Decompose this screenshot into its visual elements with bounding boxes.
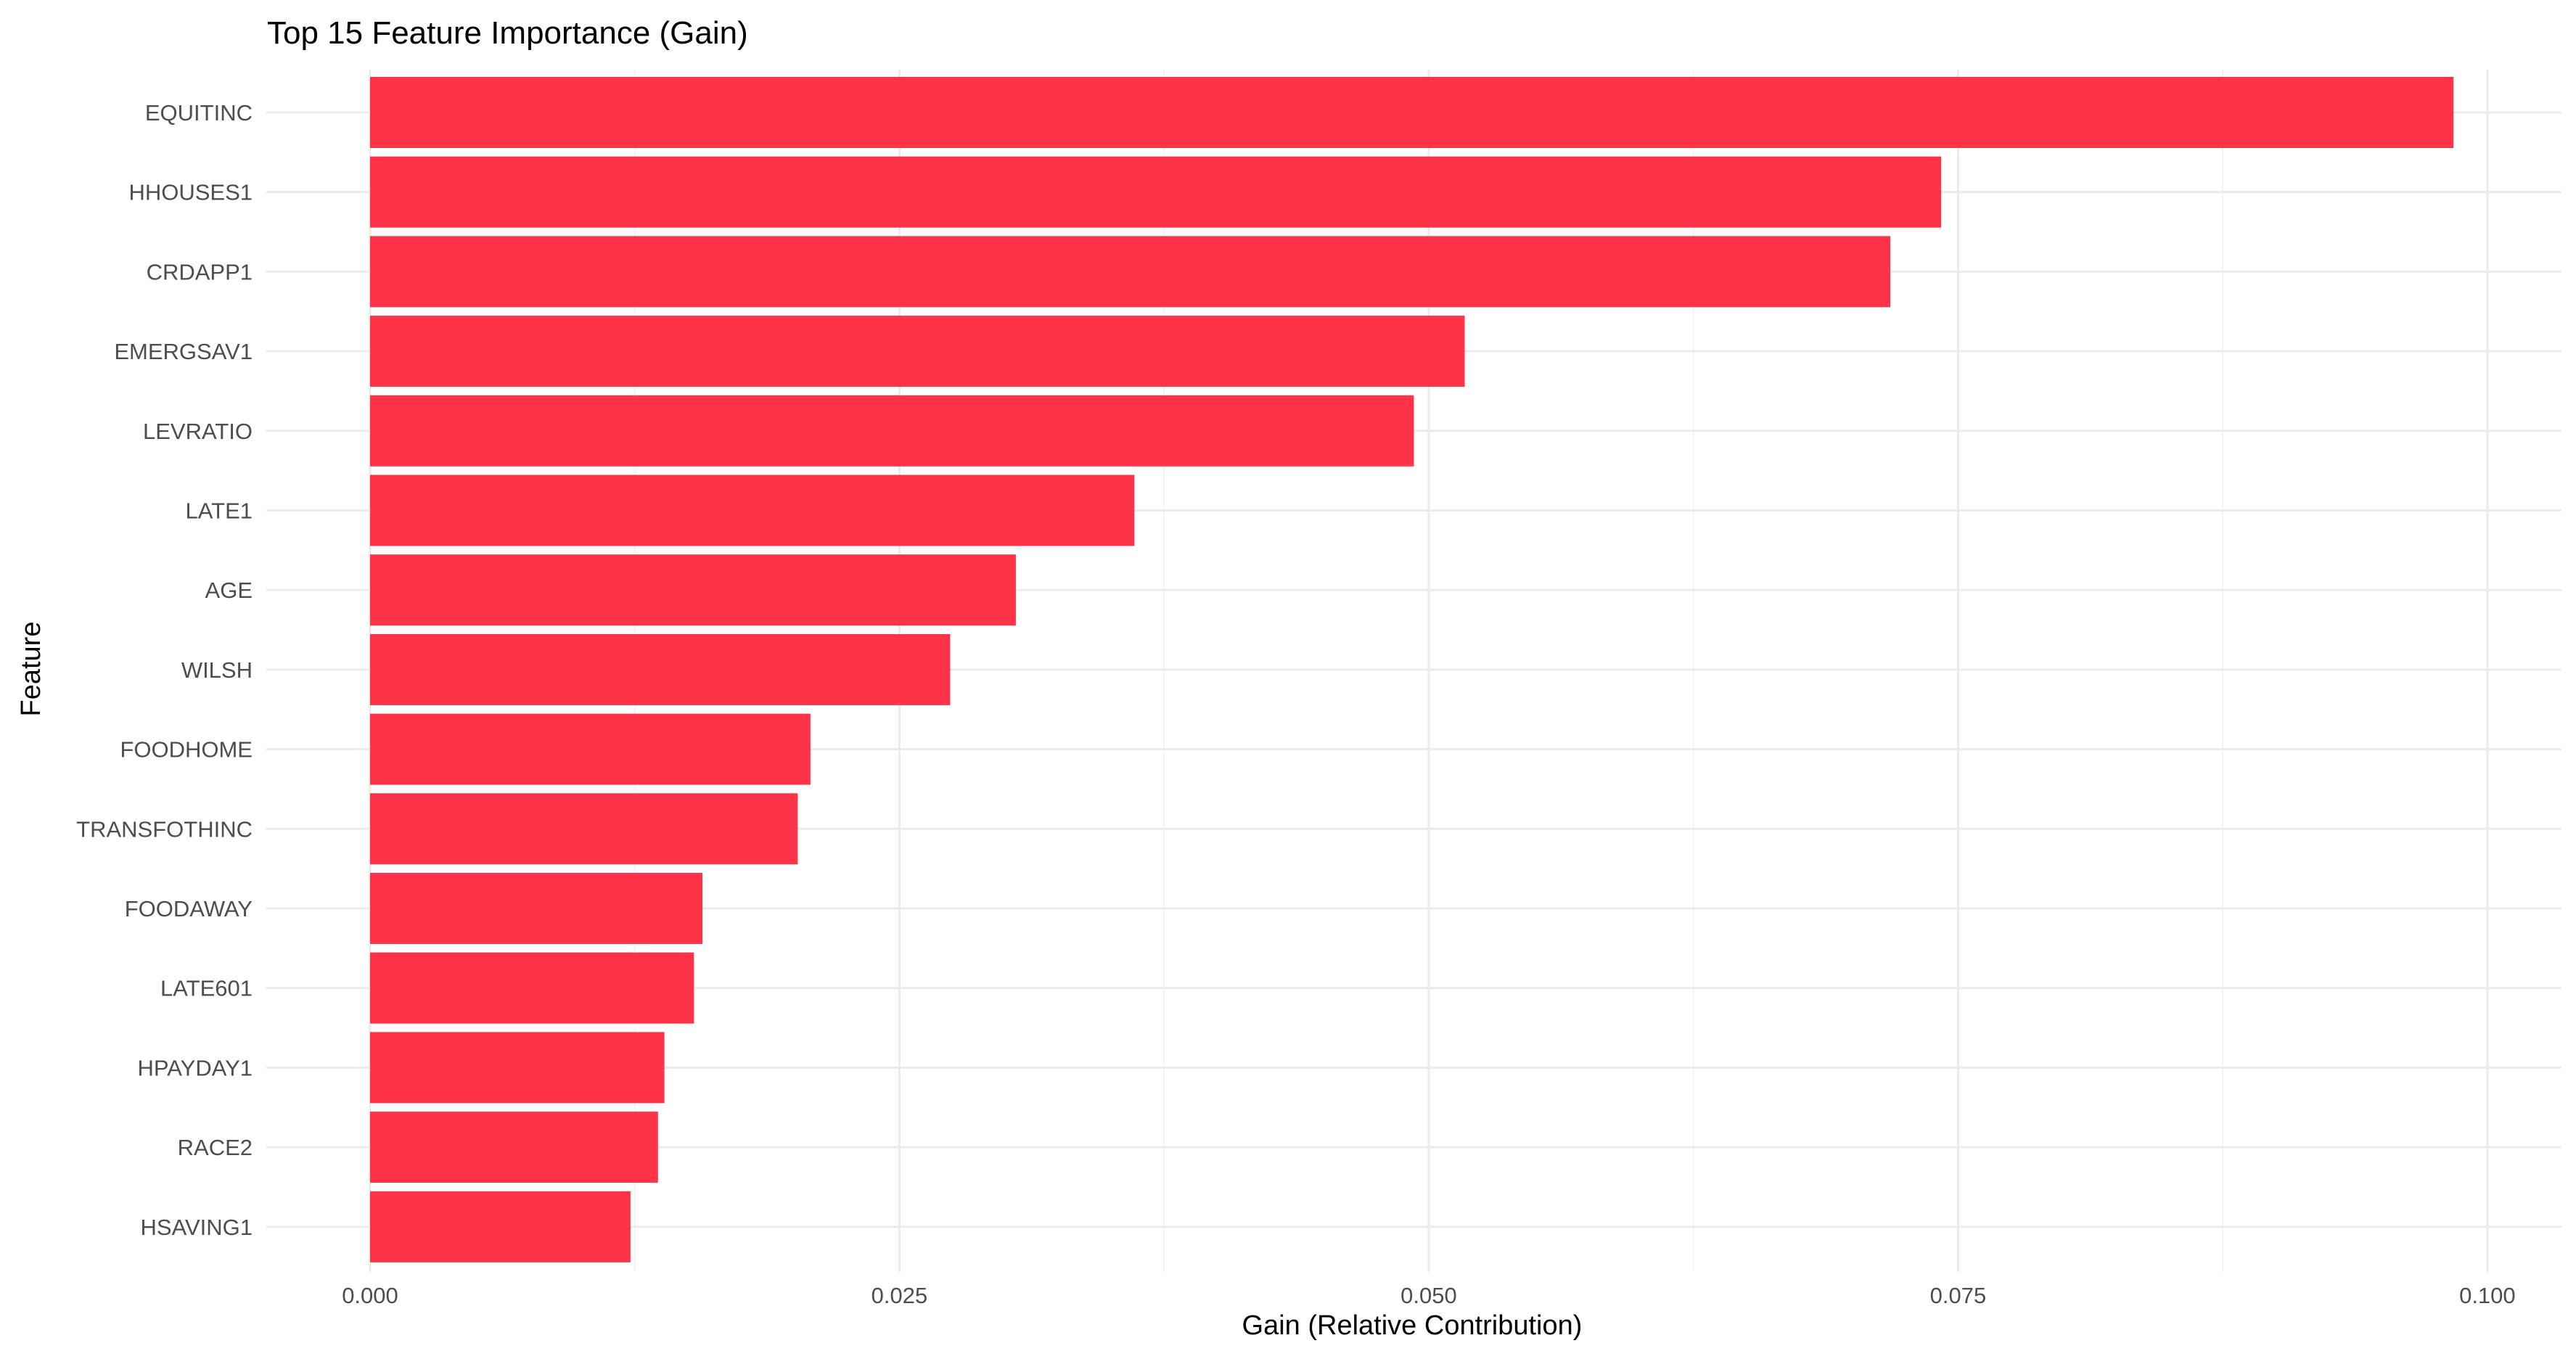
x-tick-label: 0.050 xyxy=(1400,1283,1457,1308)
y-tick-labels: EQUITINC HHOUSES1 CRDAPP1 EMERGSAV1 LEVRATIO… xyxy=(76,100,253,1240)
y-tick-label: HPAYDAY1 xyxy=(138,1055,253,1080)
x-tick-label: 0.025 xyxy=(871,1283,928,1308)
y-tick-label: WILSH xyxy=(181,657,253,683)
y-tick-label: EQUITINC xyxy=(145,100,253,126)
bar-foodaway xyxy=(369,873,703,944)
y-tick-label: HSAVING1 xyxy=(141,1215,253,1240)
bar-transfothinc xyxy=(369,793,798,865)
y-tick-label: LATE1 xyxy=(186,498,253,524)
bar-hsaving1 xyxy=(369,1191,631,1262)
bar-levratio xyxy=(369,395,1414,467)
y-tick-label: CRDAPP1 xyxy=(147,259,253,284)
bar-age xyxy=(369,554,1016,626)
bar-hpayday1 xyxy=(369,1032,665,1104)
x-tick-label: 0.075 xyxy=(1930,1283,1987,1308)
bar-hhouses1 xyxy=(369,156,1942,228)
y-axis-title: Feature xyxy=(16,622,46,717)
bar-race2 xyxy=(369,1112,658,1183)
x-tick-label: 0.100 xyxy=(2459,1283,2516,1308)
y-tick-label: FOODHOME xyxy=(120,737,253,763)
y-tick-label: LATE601 xyxy=(160,976,253,1001)
bar-wilsh xyxy=(369,633,951,705)
x-axis-title: Gain (Relative Contribution) xyxy=(1242,1310,1583,1341)
y-tick-label: FOODAWAY xyxy=(125,896,253,921)
y-tick-label: AGE xyxy=(205,578,253,603)
y-tick-label: LEVRATIO xyxy=(143,419,253,444)
bar-emergsav1 xyxy=(369,316,1465,387)
y-tick-label: HHOUSES1 xyxy=(128,180,253,205)
bar-late601 xyxy=(369,952,694,1024)
y-tick-label: EMERGSAV1 xyxy=(114,339,253,364)
y-tick-label: RACE2 xyxy=(178,1135,253,1160)
bar-foodhome xyxy=(369,713,811,785)
x-tick-label: 0.000 xyxy=(342,1283,398,1308)
x-tick-labels: 0.000 0.025 0.050 0.075 0.100 xyxy=(342,1283,2515,1308)
y-tick-label: TRANSFOTHINC xyxy=(76,816,253,842)
bar-late1 xyxy=(369,475,1135,546)
chart-title: Top 15 Feature Importance (Gain) xyxy=(267,15,748,51)
bars-layer xyxy=(369,77,2454,1262)
bar-equitinc xyxy=(369,77,2454,148)
bar-crdapp1 xyxy=(369,236,1891,308)
